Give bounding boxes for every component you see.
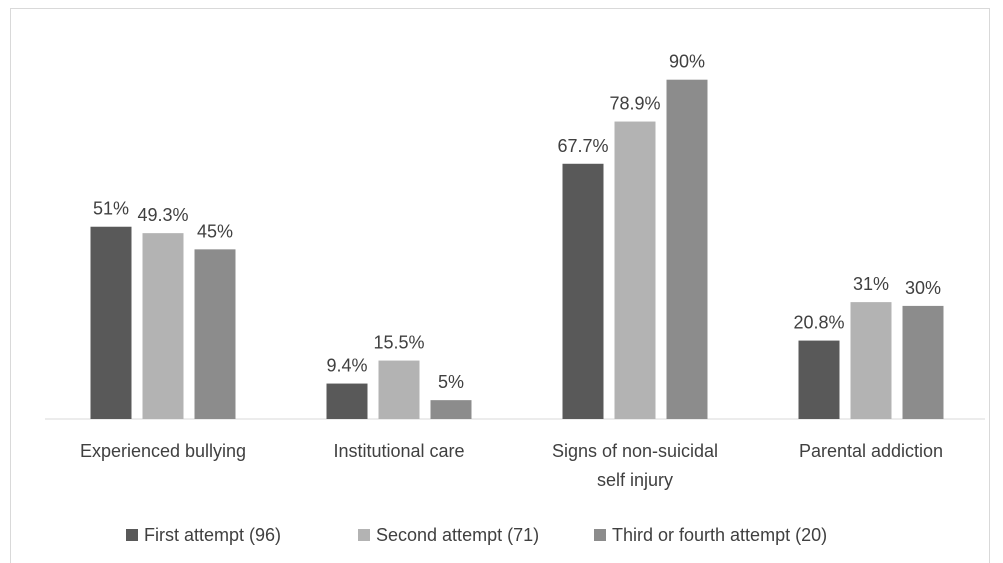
value-label-3-1: 45%	[197, 221, 233, 241]
bar-2-3	[615, 122, 656, 419]
bar-1-4	[799, 341, 840, 419]
bar-1-2	[327, 384, 368, 419]
bar-2-4	[851, 302, 892, 419]
bar-3-4	[903, 306, 944, 419]
bars-group	[91, 80, 944, 419]
value-label-3-3: 90%	[669, 52, 705, 72]
bar-1-3	[563, 164, 604, 419]
value-label-3-2: 5%	[438, 372, 464, 392]
category-label-2: Institutional care	[333, 441, 464, 461]
legend-label-3: Third or fourth attempt (20)	[612, 525, 827, 545]
category-label-4: Parental addiction	[799, 441, 943, 461]
value-label-1-1: 51%	[93, 199, 129, 219]
bar-3-2	[431, 400, 472, 419]
value-label-3-4: 30%	[905, 278, 941, 298]
legend-swatch-1	[126, 529, 138, 541]
value-label-2-4: 31%	[853, 274, 889, 294]
bar-2-2	[379, 361, 420, 419]
legend-label-1: First attempt (96)	[144, 525, 281, 545]
value-label-1-3: 67.7%	[557, 136, 608, 156]
bar-2-1	[143, 233, 184, 419]
category-label-3-line-2: self injury	[597, 470, 673, 490]
legend-swatch-3	[594, 529, 606, 541]
value-label-1-2: 9.4%	[326, 356, 367, 376]
legend: First attempt (96) Second attempt (71) Thi…	[126, 525, 827, 545]
category-label-3-line-1: Signs of non-suicidal	[552, 441, 718, 461]
category-label-1: Experienced bullying	[80, 441, 246, 461]
category-labels-group: Experienced bullying Institutional care Si…	[80, 441, 943, 490]
bar-3-3	[667, 80, 708, 419]
legend-label-2: Second attempt (71)	[376, 525, 539, 545]
value-label-1-4: 20.8%	[793, 313, 844, 333]
value-label-2-1: 49.3%	[137, 205, 188, 225]
bar-3-1	[195, 249, 236, 419]
value-label-2-2: 15.5%	[373, 333, 424, 353]
bar-1-1	[91, 227, 132, 419]
value-label-2-3: 78.9%	[609, 94, 660, 114]
legend-swatch-2	[358, 529, 370, 541]
